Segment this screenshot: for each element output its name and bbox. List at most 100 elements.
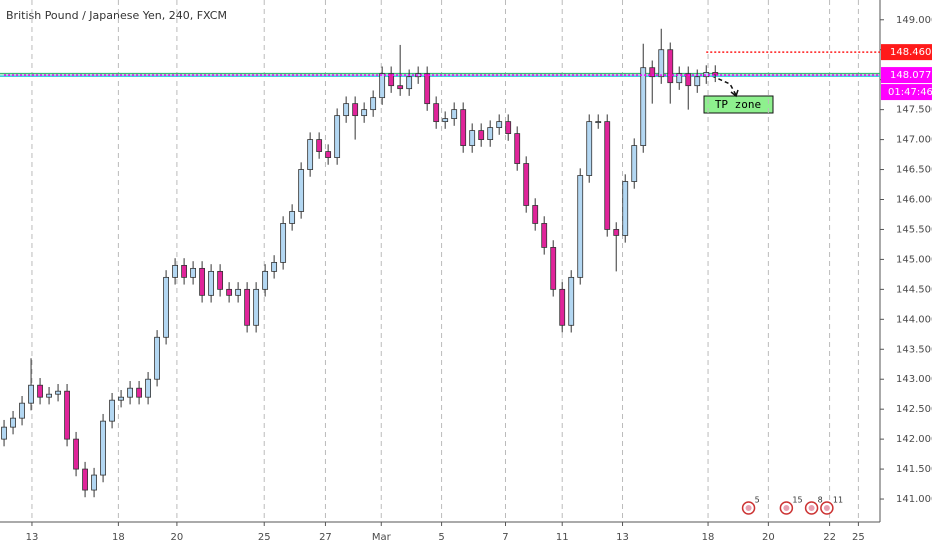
candle-body [235, 288, 242, 296]
candle-body [127, 387, 133, 398]
y-tick-label: 145.000 [896, 254, 932, 265]
candle-body [145, 378, 151, 398]
candle-body [19, 402, 25, 419]
countdown-bg [881, 84, 932, 101]
price-tag [881, 67, 932, 84]
price-tag-label: 148.460 [890, 47, 931, 58]
y-tick-label: 144.500 [896, 284, 932, 295]
candle-body [649, 67, 656, 78]
y-tick-label: 146.500 [896, 165, 932, 176]
candle-body [559, 288, 566, 326]
candle-body [1, 426, 7, 440]
tp-zone-label: TP zone [715, 98, 761, 111]
candle-body [118, 396, 124, 401]
event-icon-inner [745, 505, 752, 511]
candle-body [307, 139, 314, 170]
y-tick-label: 141.500 [896, 464, 932, 475]
candle-body [550, 247, 557, 290]
candle-body [352, 103, 359, 117]
x-tick-label: 20 [762, 532, 775, 543]
candle-body [586, 121, 593, 176]
y-tick-label: 142.500 [896, 404, 932, 415]
candle-body [460, 109, 467, 146]
candle-body [505, 121, 512, 134]
x-tick-label: 25 [852, 532, 865, 543]
x-tick-label: 11 [556, 532, 569, 543]
candle-body [361, 109, 368, 117]
candle-body [442, 118, 449, 123]
candle-body [397, 85, 404, 90]
candle-body [604, 121, 611, 230]
y-tick-label: 143.500 [896, 344, 932, 355]
candle-body [469, 130, 476, 146]
candle-body [541, 223, 548, 248]
y-tick-label: 147.000 [896, 135, 932, 146]
tp-zone-box [703, 95, 774, 114]
price-tag-label: 148.077 [890, 70, 931, 81]
countdown: 01:47:46 [888, 87, 932, 98]
event-icon-inner [823, 505, 830, 511]
candle-body [253, 288, 260, 326]
y-tick-label: 145.500 [896, 224, 932, 235]
candle-body [46, 393, 52, 398]
candle-body [190, 267, 197, 278]
candle-body [658, 49, 665, 78]
y-tick-label: 144.000 [896, 314, 932, 325]
candle-body [154, 336, 160, 380]
x-tick-label: Mar [372, 532, 392, 543]
candle-body [577, 175, 584, 278]
price-tag [881, 44, 932, 61]
event-count: 15 [792, 496, 802, 505]
y-tick-label: 146.000 [896, 194, 932, 205]
candle-body [55, 390, 61, 395]
y-tick-label: 147.500 [896, 105, 932, 116]
candle-body [91, 474, 97, 491]
candle-body [325, 151, 332, 158]
candle-body [37, 384, 43, 398]
candle-body [109, 399, 115, 422]
event-count: 5 [755, 496, 760, 505]
candle-body [334, 115, 341, 158]
tp-arrow-head [730, 89, 739, 98]
tp-arrow [711, 75, 737, 96]
candle-body [100, 420, 106, 476]
candle-body [514, 133, 521, 164]
candle-body [280, 223, 287, 263]
candle-body [496, 121, 503, 129]
event-count: 11 [833, 496, 843, 505]
candle-body [667, 49, 674, 84]
y-tick-label: 149.000 [896, 15, 932, 26]
candle-body [478, 130, 485, 140]
candle-body [631, 145, 638, 182]
candle-body [424, 73, 431, 105]
candle-body [694, 76, 701, 87]
candle-body [28, 384, 34, 404]
candle-body [406, 76, 413, 90]
candle-body [379, 73, 386, 99]
y-tick-label: 142.000 [896, 434, 932, 445]
candle-body [343, 103, 350, 117]
candle-body [217, 270, 224, 290]
candle-body [451, 109, 458, 120]
candle-body [685, 73, 692, 87]
candle-body [613, 229, 620, 236]
x-tick-label: 5 [438, 532, 444, 543]
x-tick-label: 27 [319, 532, 332, 543]
x-tick-label: 22 [823, 532, 836, 543]
candle-body [532, 205, 539, 224]
y-tick-label: 141.000 [896, 494, 932, 505]
candle-body [208, 270, 215, 296]
event-icon-inner [783, 505, 790, 511]
candle-body [595, 121, 602, 124]
candle-body [676, 73, 683, 84]
y-tick-label: 143.000 [896, 374, 932, 385]
candle-body [568, 276, 575, 326]
candle-body [10, 417, 16, 428]
candle-body [73, 438, 79, 470]
candle-body [622, 181, 629, 236]
candle-body [640, 67, 647, 146]
candle-body [163, 276, 169, 338]
candle-body [199, 267, 206, 296]
candle-body [82, 468, 88, 491]
